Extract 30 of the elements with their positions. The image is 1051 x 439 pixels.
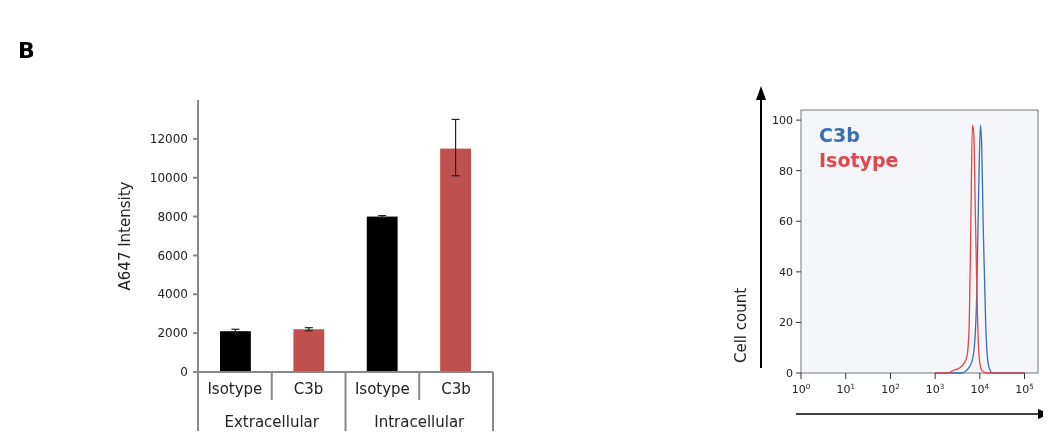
y-tick-label: 6000: [157, 248, 188, 263]
y-tick-label: 8000: [157, 209, 188, 224]
x-tick-label: C3b: [293, 380, 324, 398]
x-tick-label: 10$^{5}$: [1015, 381, 1034, 396]
x-tick-label: 10$^{3}$: [925, 381, 945, 396]
x-tick-label: Isotype: [207, 380, 263, 398]
x-tick-label: Isotype: [354, 380, 410, 398]
y-axis-title: A647 Intensity: [116, 181, 134, 291]
x-tick-label: 10$^{4}$: [970, 381, 990, 396]
y-tick-label: 100: [772, 113, 793, 127]
text: B: [18, 38, 35, 63]
y-tick-label: 80: [779, 164, 793, 178]
y-tick-label: 4000: [157, 287, 188, 302]
y-tick-label: 0: [180, 365, 188, 380]
x-tick-label: 10$^{0}$: [791, 381, 811, 396]
text: Isotype: [819, 149, 899, 171]
y-tick-label: 0: [786, 366, 793, 380]
y-tick-label: 12000: [149, 132, 188, 147]
y-tick-label: 2000: [157, 326, 188, 341]
text: Extracellular: [224, 413, 320, 431]
text: C3b: [819, 124, 860, 146]
y-tick-label: 60: [779, 215, 793, 229]
x-tick-label: 10$^{1}$: [836, 381, 855, 396]
y-axis-title: Cell count: [732, 287, 750, 363]
text: Intracellular: [374, 413, 466, 431]
y-tick-label: 40: [779, 265, 793, 279]
x-tick-label: 10$^{2}$: [881, 381, 900, 396]
y-tick-label: 10000: [149, 170, 188, 185]
x-tick-label: C3b: [441, 380, 471, 398]
y-tick-label: 20: [779, 316, 793, 330]
